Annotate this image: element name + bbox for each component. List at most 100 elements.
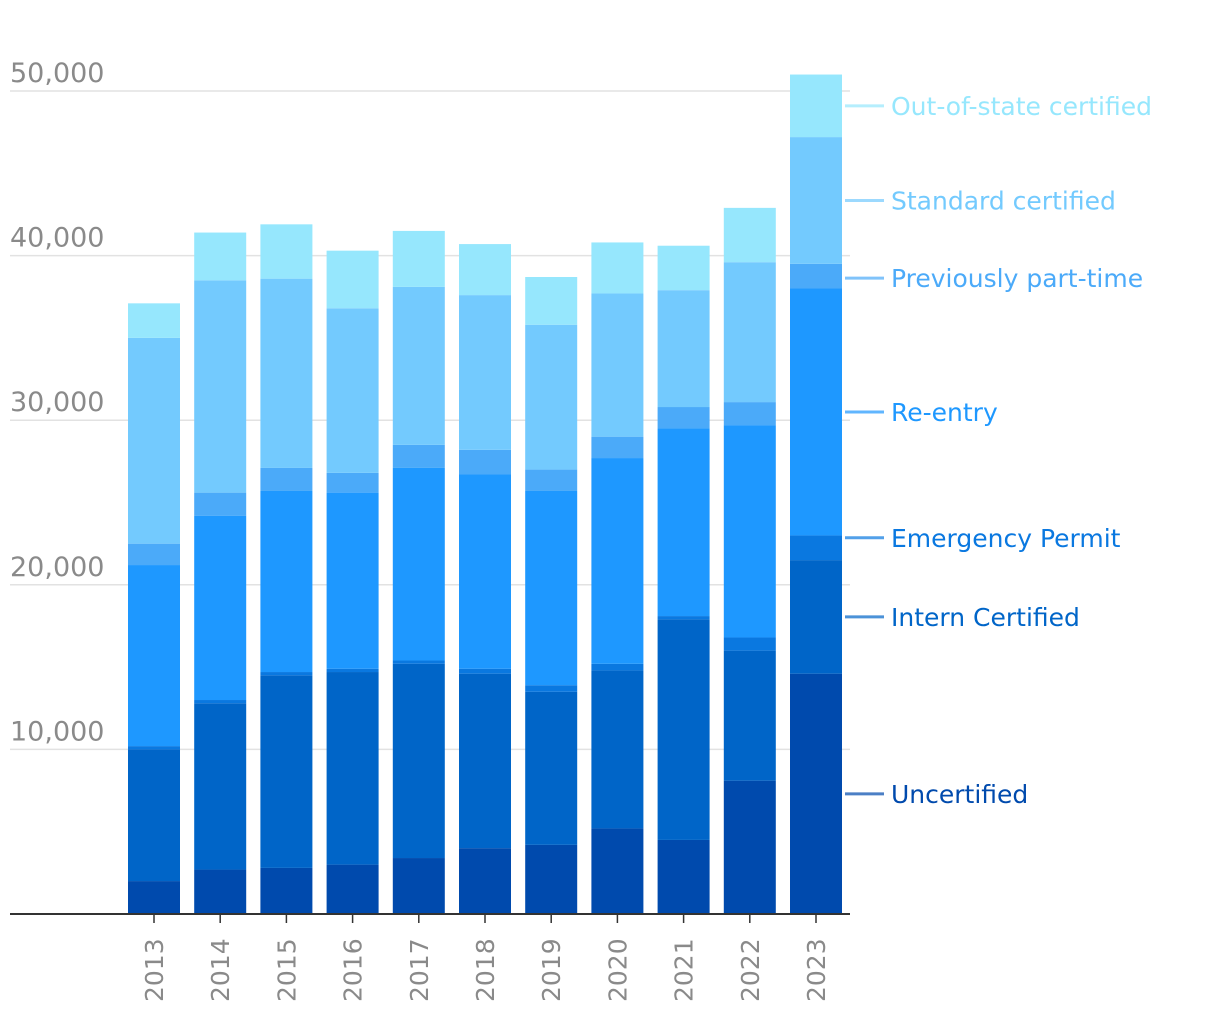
bar-segment — [326, 492, 379, 669]
bar-segment — [326, 864, 379, 914]
bar-segment — [260, 867, 313, 914]
bar-segment — [459, 295, 511, 450]
bar-segment — [657, 619, 710, 840]
bar-segment — [591, 670, 644, 829]
bar-segment — [525, 324, 578, 470]
x-tick-label: 2021 — [670, 938, 699, 1002]
bar-segment — [657, 428, 710, 617]
bar-segment — [591, 828, 644, 914]
x-tick-label: 2020 — [603, 938, 632, 1002]
y-tick-label: 50,000 — [10, 58, 104, 89]
legend-label: Re-entry — [891, 398, 998, 427]
bar-segment — [525, 276, 578, 325]
bar-segment — [326, 672, 379, 865]
bar-segment — [525, 490, 578, 686]
bar-segment — [525, 469, 578, 491]
bar-segment — [591, 663, 644, 671]
bar-segment — [194, 700, 247, 704]
bar-segment — [459, 668, 511, 674]
bar-segment — [260, 467, 313, 491]
bar-segment — [591, 458, 644, 664]
bar-segment — [591, 293, 644, 437]
bar-segment — [790, 535, 842, 561]
legend-label: Standard certified — [891, 186, 1116, 215]
x-axis: 2013 2014 2015 2016 2017 2018 2019 2020 2021 2022… — [10, 913, 850, 1002]
bar-segment — [657, 839, 710, 914]
bar-segment — [790, 288, 842, 536]
bar-segment — [790, 137, 842, 264]
bar-segment — [723, 207, 776, 263]
bar-segment — [723, 425, 776, 638]
bar-segment — [194, 703, 247, 870]
bar-segment — [459, 673, 511, 849]
y-tick-label: 10,000 — [10, 716, 104, 747]
bar-segment — [657, 245, 710, 291]
bar-segment — [194, 869, 247, 914]
bar-segment — [326, 472, 379, 493]
bar-segment — [392, 230, 445, 287]
legend-label: Emergency Permit — [891, 524, 1121, 553]
bar-segment — [723, 650, 776, 781]
bar-segment — [459, 474, 511, 669]
bar-segment — [194, 280, 247, 493]
bar-segment — [260, 278, 313, 468]
bar-segment — [194, 492, 247, 516]
x-tick-label: 2015 — [272, 938, 301, 1002]
bar-segment — [657, 290, 710, 408]
bar-segment — [392, 660, 445, 664]
bar-segment — [790, 673, 842, 914]
bar-segment — [128, 337, 180, 544]
bar-segment — [723, 637, 776, 651]
bar-segment — [790, 560, 842, 674]
bar-segment — [459, 848, 511, 914]
bar-segment — [591, 436, 644, 459]
bar-segment — [790, 74, 842, 138]
bar-segment — [326, 668, 379, 673]
y-tick-label: 40,000 — [10, 223, 104, 254]
bar-segment — [790, 263, 842, 289]
bar-segment — [326, 308, 379, 473]
bar-segment — [326, 250, 379, 309]
x-tick-label: 2017 — [405, 938, 434, 1002]
bar-segment — [260, 490, 313, 673]
legend-label: Intern Certified — [891, 603, 1080, 632]
bar-segment — [128, 543, 180, 566]
bar-segment — [128, 303, 180, 338]
bar-segment — [723, 780, 776, 914]
x-tick-label: 2013 — [140, 938, 169, 1002]
bar-segment — [459, 244, 511, 296]
bar-segment — [657, 407, 710, 429]
bar-segment — [525, 685, 578, 692]
bar-segment — [525, 691, 578, 845]
bar-segment — [392, 467, 445, 661]
bar-segment — [260, 672, 313, 676]
bar-segment — [128, 749, 180, 882]
legend-label: Uncertified — [891, 780, 1028, 809]
bar-segment — [128, 881, 180, 914]
legend-label: Out-of-state certified — [891, 92, 1152, 121]
bar-segment — [459, 449, 511, 475]
x-tick-label: 2016 — [339, 938, 368, 1002]
x-tick-label: 2019 — [537, 938, 566, 1002]
bar-segment — [657, 616, 710, 620]
bar-segment — [525, 844, 578, 914]
bar-segment — [591, 242, 644, 294]
bar-segment — [194, 515, 247, 701]
legend-label: Previously part-time — [891, 264, 1143, 293]
bar-segment — [260, 224, 313, 279]
bar-segment — [723, 402, 776, 426]
bar-segment — [392, 286, 445, 445]
bars — [128, 74, 842, 914]
bar-segment — [392, 858, 445, 914]
bar-segment — [194, 232, 247, 281]
bar-segment — [128, 746, 180, 750]
bar-segment — [260, 675, 313, 868]
bar-segment — [128, 565, 180, 747]
bar-segment — [392, 663, 445, 859]
y-tick-label: 20,000 — [10, 552, 104, 583]
x-tick-label: 2023 — [802, 938, 831, 1002]
y-tick-label: 30,000 — [10, 387, 104, 418]
legend: Uncertified Intern Certified Emergency Per… — [845, 92, 1152, 809]
bar-segment — [723, 262, 776, 403]
